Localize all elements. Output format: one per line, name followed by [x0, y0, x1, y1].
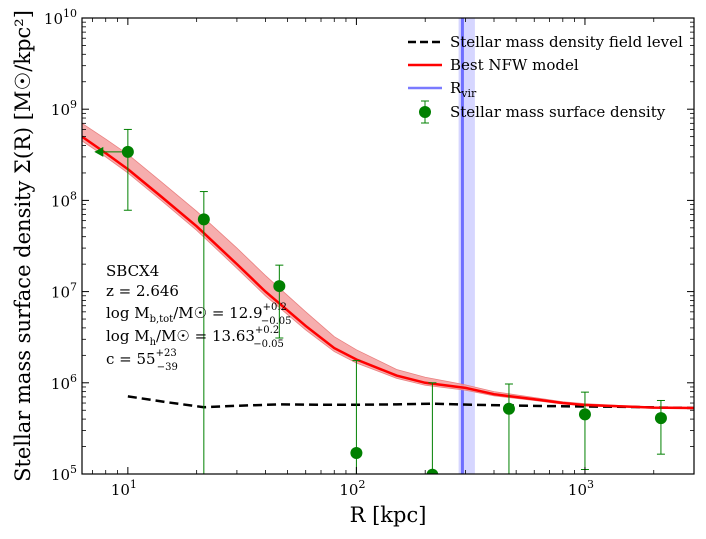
data-marker-1 — [121, 145, 134, 158]
data-marker-3 — [273, 280, 286, 293]
data-point-4 — [350, 360, 363, 474]
data-marker-8 — [654, 412, 667, 425]
y-tick-label-5: 109 — [51, 98, 77, 119]
legend-label-field-level: Stellar mass density field level — [450, 33, 683, 51]
axes: 101 102 103 105 106 107 108 109 1010 — [44, 7, 695, 499]
y-tick-label-6: 1010 — [44, 7, 77, 28]
data-marker-7 — [578, 408, 591, 421]
legend-label-data: Stellar mass surface density — [450, 103, 666, 121]
x-tick-label-3: 103 — [568, 478, 594, 499]
annotation-box: SBCX4 z = 2.646 log Mb,tot/M☉ = 12.9+0.2… — [106, 262, 292, 373]
legend-label-rvir-main: R — [450, 79, 462, 97]
plot-area — [82, 18, 694, 474]
x-axis-label: R [kpc] — [350, 503, 427, 527]
x-tick-label-2: 102 — [339, 478, 365, 499]
y-tick-label-4: 108 — [51, 189, 77, 210]
y-axis-label: Stellar mass surface density Σ(R) [M☉/kp… — [11, 10, 35, 482]
legend: Stellar mass density field level Best NF… — [408, 33, 683, 124]
data-marker-4 — [350, 446, 363, 459]
nfw-model-line — [82, 135, 694, 410]
data-point-2 — [197, 191, 210, 474]
axes-frame — [81, 17, 695, 475]
y-tick-label-1: 105 — [51, 463, 77, 484]
data-marker-6 — [502, 402, 515, 415]
axis-labels: R [kpc] Stellar mass surface density Σ(R… — [11, 10, 426, 527]
legend-label-rvir-sub: vir — [460, 87, 477, 100]
y-tick-label-3: 107 — [51, 281, 77, 302]
data-point-5 — [426, 382, 439, 474]
data-marker-2 — [197, 213, 210, 226]
data-marker-5 — [426, 468, 439, 474]
annotation-concentration: c = 55+23 −39 — [106, 348, 178, 373]
legend-label-nfw: Best NFW model — [450, 56, 579, 74]
legend-swatch-data — [419, 100, 431, 124]
nfw-band — [82, 122, 694, 409]
data-point-8 — [654, 399, 667, 455]
annotation-mh: log Mh/M☉ = 13.63+0.2 −0.05 — [106, 325, 284, 350]
data-point-6 — [502, 383, 515, 474]
x-tick-label-1: 101 — [111, 478, 137, 499]
data-point-1 — [94, 128, 134, 211]
x-limit-arrow-1 — [94, 146, 104, 157]
annotation-mb: log Mb,tot/M☉ = 12.9+0.2 −0.05 — [106, 302, 292, 327]
y-tick-label-2: 106 — [51, 372, 77, 393]
legend-label-rvir: Rvir — [450, 79, 477, 100]
annotation-name: SBCX4 — [106, 262, 159, 280]
annotation-redshift: z = 2.646 — [106, 282, 179, 300]
data-point-3 — [273, 264, 286, 339]
